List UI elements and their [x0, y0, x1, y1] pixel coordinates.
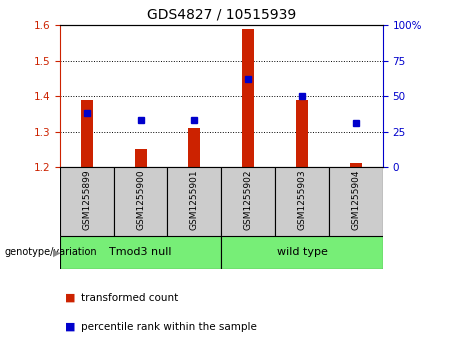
- Text: GSM1255904: GSM1255904: [351, 169, 360, 229]
- Bar: [275, 167, 329, 236]
- Text: wild type: wild type: [277, 247, 327, 257]
- Bar: [60, 167, 114, 236]
- Text: ■: ■: [65, 293, 75, 303]
- Bar: [221, 236, 383, 269]
- Text: percentile rank within the sample: percentile rank within the sample: [81, 322, 257, 332]
- Bar: [221, 167, 275, 236]
- Bar: [60, 236, 221, 269]
- Text: GSM1255900: GSM1255900: [136, 169, 145, 230]
- Bar: [135, 149, 147, 167]
- Bar: [114, 167, 167, 236]
- Text: ▶: ▶: [53, 247, 60, 257]
- Text: transformed count: transformed count: [81, 293, 178, 303]
- Bar: [350, 163, 361, 167]
- Bar: [296, 100, 308, 167]
- Text: genotype/variation: genotype/variation: [5, 247, 97, 257]
- Text: ■: ■: [65, 322, 75, 332]
- Title: GDS4827 / 10515939: GDS4827 / 10515939: [147, 8, 296, 21]
- Bar: [81, 100, 93, 167]
- Bar: [329, 167, 383, 236]
- Bar: [189, 128, 201, 167]
- Text: GSM1255902: GSM1255902: [244, 169, 253, 229]
- Bar: [167, 167, 221, 236]
- Text: GSM1255899: GSM1255899: [83, 169, 91, 230]
- Text: GSM1255903: GSM1255903: [297, 169, 307, 230]
- Text: GSM1255901: GSM1255901: [190, 169, 199, 230]
- Text: Tmod3 null: Tmod3 null: [109, 247, 172, 257]
- Bar: [242, 29, 254, 167]
